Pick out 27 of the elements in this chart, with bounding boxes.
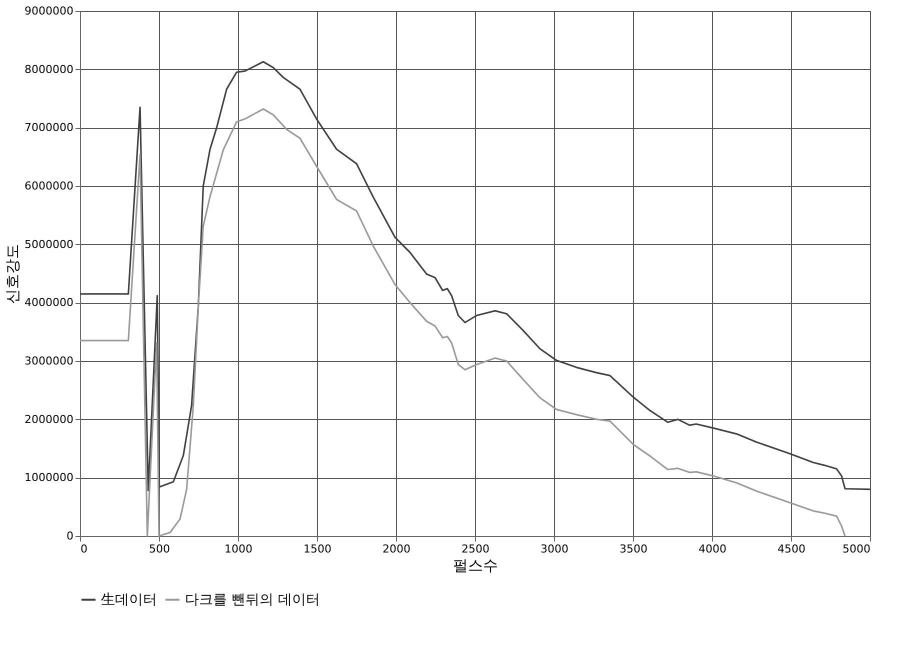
y-tick-label: 5000000 (24, 238, 74, 251)
line-series (79, 60, 871, 492)
y-tick-label: 7000000 (24, 121, 74, 134)
x-tick-label: 1000 (224, 542, 252, 556)
y-tick-label: 2000000 (24, 412, 74, 426)
y-tick-label: 4000000 (24, 296, 74, 310)
x-tick-label: 4500 (778, 542, 806, 556)
x-tick-label: 4000 (698, 542, 726, 556)
y-tick-label: 3000000 (24, 354, 74, 368)
x-tick-label: 500 (149, 542, 170, 556)
x-tick-label: 2000 (382, 542, 410, 556)
x-tick-label: 2500 (462, 542, 490, 556)
y-tick-label: 9000000 (24, 4, 74, 18)
x-axis-title: 펄스수 (453, 556, 498, 574)
y-axis-title: 신호강도 (4, 244, 22, 304)
x-tick-label: 3500 (620, 542, 648, 556)
x-tick-label: 0 (80, 542, 88, 556)
y-tick-label: 0 (66, 530, 74, 542)
y-tick-label: 1000000 (24, 471, 74, 484)
y-tick-label: 8000000 (24, 62, 74, 76)
line-series (79, 108, 846, 537)
x-tick-label: 1500 (304, 542, 332, 556)
y-tick-label: 6000000 (24, 180, 74, 192)
x-tick-label: 5000 (842, 542, 870, 556)
legend-label: 다크를 뺀뒤의 데이터 (185, 592, 320, 608)
legend-label: 生데이터 (101, 592, 157, 608)
x-tick-label: 3000 (540, 542, 568, 556)
